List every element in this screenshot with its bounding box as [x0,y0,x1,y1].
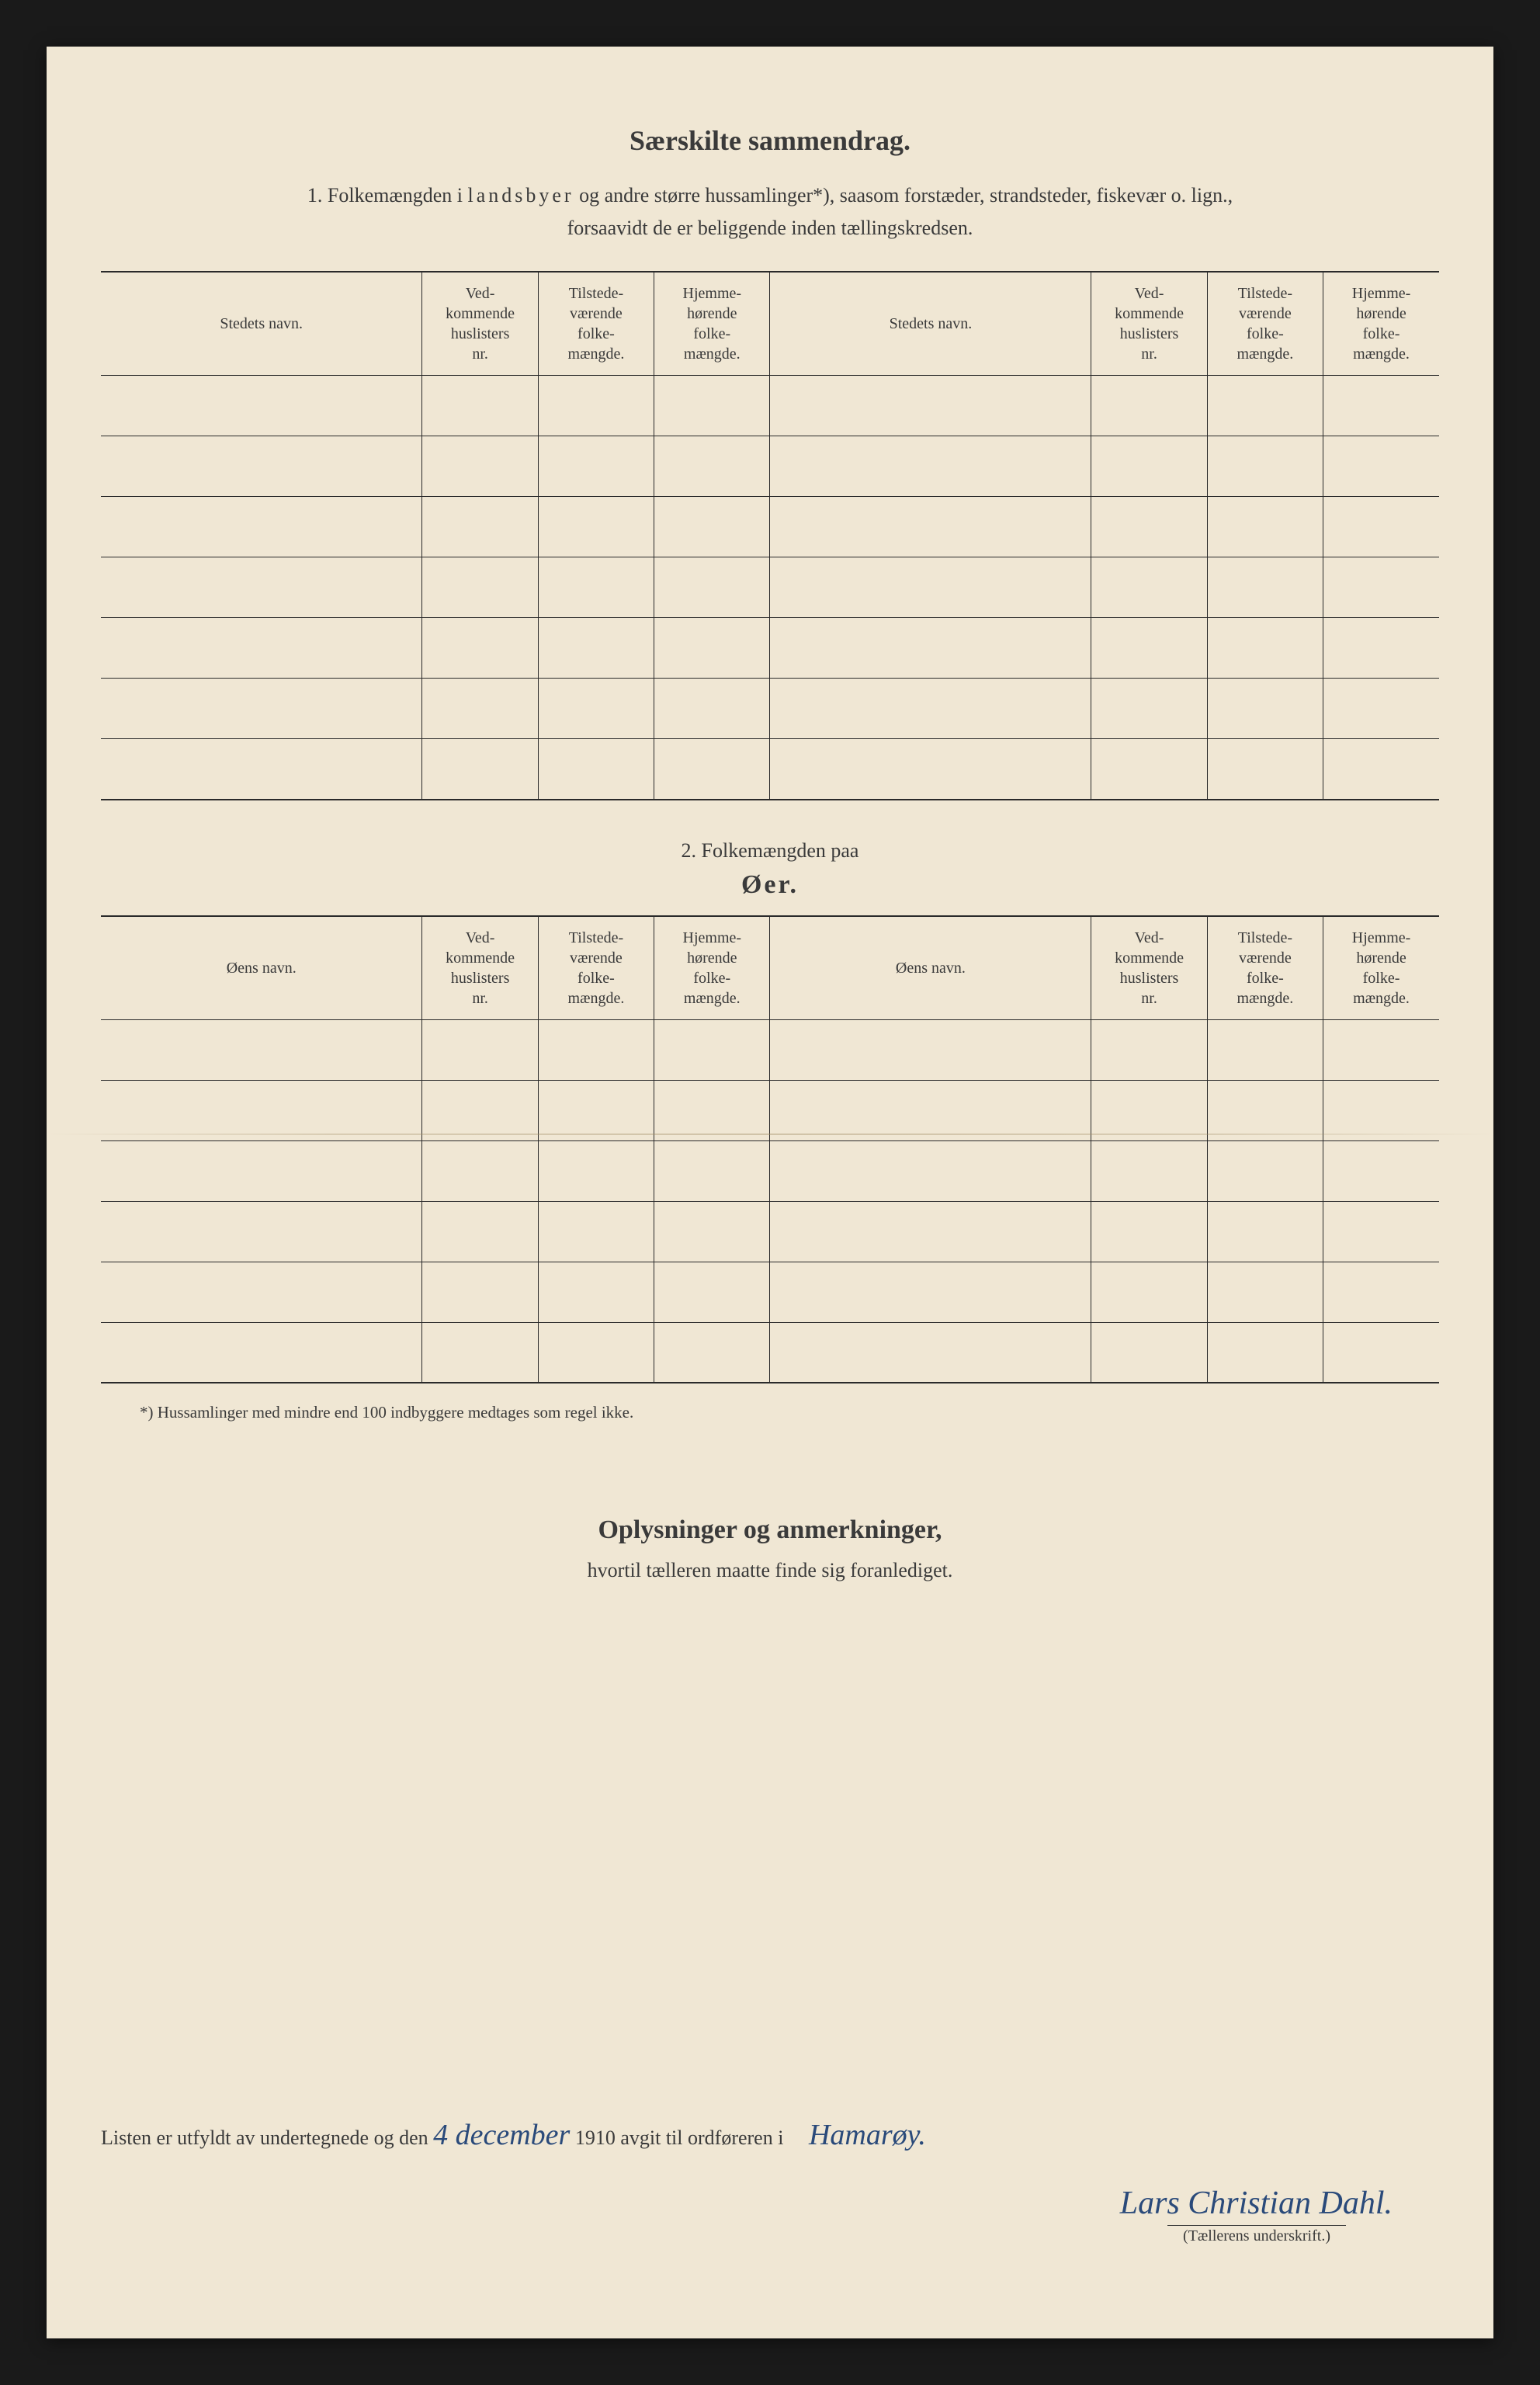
table1-col-7: Hjemme-hørendefolke-mængde. [1323,272,1439,376]
handwritten-date: 4 december [433,2119,570,2151]
paper-fold [47,1133,1493,1135]
handwritten-signature: Lars Christian Dahl. [101,2185,1393,2222]
sig-middle: avgit til ordføreren i [620,2126,789,2149]
section1-text-spaced: landsbyer [467,184,574,207]
table-row [101,1080,1439,1140]
table-row [101,1262,1439,1322]
section1-number: 1. [307,184,323,207]
table1-col-3: Hjemme-hørendefolke-mængde. [654,272,770,376]
table2-col-7: Hjemme-hørendefolke-mængde. [1323,916,1439,1020]
section2-line2: Øer. [101,870,1439,900]
table-row [101,739,1439,800]
table2-col-5: Ved-kommendehuslistersnr. [1091,916,1207,1020]
section2-header: 2. Folkemængden paa Øer. [101,839,1439,900]
section2-line1: 2. Folkemængden paa [101,839,1439,863]
table1-col-2: Tilstede-værendefolke-mængde. [538,272,654,376]
table1-col-5: Ved-kommendehuslistersnr. [1091,272,1207,376]
table-row [101,1201,1439,1262]
signature-caption: (Tællerens underskrift.) [1167,2225,1346,2245]
table1-col-1: Ved-kommendehuslistersnr. [422,272,538,376]
table-row [101,1019,1439,1080]
table2-col-1: Ved-kommendehuslistersnr. [422,916,538,1020]
table-row [101,557,1439,618]
document-page: Særskilte sammendrag. 1. Folkemængden i … [47,47,1493,2338]
section1-text-b: og andre større hussamlinger*), saasom f… [574,184,1233,207]
table2-header-row: Øens navn. Ved-kommendehuslistersnr. Til… [101,916,1439,1020]
footnote: *) Hussamlinger med mindre end 100 indby… [140,1403,1439,1422]
table1-header-row: Stedets navn. Ved-kommendehuslistersnr. … [101,272,1439,376]
sig-year: 1910 [575,2126,616,2149]
table-landsbyer: Stedets navn. Ved-kommendehuslistersnr. … [101,271,1439,800]
table2-col-6: Tilstede-værendefolke-mængde. [1207,916,1323,1020]
table2-body [101,1019,1439,1383]
table1-col-6: Tilstede-værendefolke-mængde. [1207,272,1323,376]
signature-area: Listen er utfyldt av undertegnede og den… [101,2109,1439,2245]
table-oer: Øens navn. Ved-kommendehuslistersnr. Til… [101,915,1439,1384]
table-row [101,376,1439,436]
table-row [101,618,1439,679]
table1-body [101,376,1439,800]
table1-col-4: Stedets navn. [770,272,1091,376]
table2-col-3: Hjemme-hørendefolke-mængde. [654,916,770,1020]
table-row [101,497,1439,557]
section1-intro: 1. Folkemængden i landsbyer og andre stø… [101,180,1439,210]
table-row [101,679,1439,739]
table-row [101,1322,1439,1383]
section1-line2: forsaavidt de er beliggende inden tællin… [101,217,1439,240]
table-row [101,1140,1439,1201]
oplysninger-title: Oplysninger og anmerkninger, [101,1515,1439,1545]
table2-col-0: Øens navn. [101,916,422,1020]
section1-text-a: Folkemængden i [328,184,468,207]
table1-col-0: Stedets navn. [101,272,422,376]
sig-prefix: Listen er utfyldt av undertegnede og den [101,2126,433,2149]
signature-line: Listen er utfyldt av undertegnede og den… [101,2109,1439,2161]
table2-col-2: Tilstede-værendefolke-mængde. [538,916,654,1020]
table-row [101,436,1439,497]
table2-col-4: Øens navn. [770,916,1091,1020]
main-title: Særskilte sammendrag. [101,124,1439,157]
oplysninger-subtitle: hvortil tælleren maatte finde sig foranl… [101,1559,1439,1582]
handwritten-place: Hamarøy. [809,2119,926,2151]
